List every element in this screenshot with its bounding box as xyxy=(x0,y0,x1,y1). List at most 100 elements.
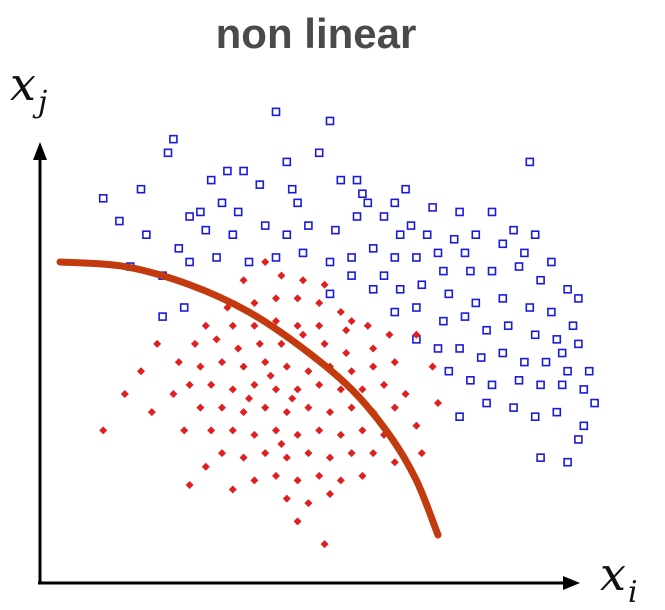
data-point-square xyxy=(444,366,454,376)
data-point-diamond xyxy=(417,449,426,458)
data-point-square xyxy=(498,348,508,358)
data-point-diamond xyxy=(255,339,264,348)
data-point-square xyxy=(390,253,400,262)
data-point-diamond xyxy=(326,408,334,417)
data-point-square xyxy=(352,212,362,221)
data-point-square xyxy=(185,212,194,221)
data-point-square xyxy=(509,225,518,235)
data-point-diamond xyxy=(207,426,216,435)
data-points xyxy=(98,107,599,549)
data-point-square xyxy=(233,207,243,217)
data-point-diamond xyxy=(369,344,378,353)
data-point-diamond xyxy=(293,476,302,485)
data-point-diamond xyxy=(390,458,399,467)
data-point-square xyxy=(314,148,324,158)
data-point-square xyxy=(412,303,421,312)
data-point-diamond xyxy=(239,453,248,462)
data-point-diamond xyxy=(293,385,302,394)
data-point-square xyxy=(347,253,356,262)
data-point-diamond xyxy=(315,298,324,307)
data-point-square xyxy=(363,198,373,208)
data-point-square xyxy=(482,325,491,335)
data-point-diamond xyxy=(272,426,280,435)
data-point-square xyxy=(239,166,248,176)
data-point-diamond xyxy=(228,385,237,394)
data-point-diamond xyxy=(266,371,275,380)
data-point-square xyxy=(358,189,367,199)
data-point-square xyxy=(206,175,216,185)
data-point-diamond xyxy=(120,389,129,398)
data-point-diamond xyxy=(412,421,421,430)
data-point-diamond xyxy=(347,403,356,412)
data-point-square xyxy=(282,230,292,239)
data-point-square xyxy=(509,403,518,412)
data-point-diamond xyxy=(347,367,356,376)
data-point-diamond xyxy=(169,389,178,398)
data-point-square xyxy=(325,116,335,126)
data-point-square xyxy=(530,230,540,239)
data-point-diamond xyxy=(272,471,280,480)
data-point-diamond xyxy=(336,476,345,485)
data-point-square xyxy=(255,180,265,189)
data-point-diamond xyxy=(239,276,248,285)
data-point-square xyxy=(368,244,378,253)
data-point-diamond xyxy=(228,485,237,494)
data-point-square xyxy=(466,266,475,276)
data-point-diamond xyxy=(282,408,291,417)
data-point-diamond xyxy=(299,276,307,285)
data-point-square xyxy=(503,321,513,331)
data-point-diamond xyxy=(358,471,367,480)
data-point-square xyxy=(293,198,302,208)
data-point-square xyxy=(439,266,448,276)
data-point-diamond xyxy=(218,449,226,458)
data-point-square xyxy=(455,412,464,422)
data-point-square xyxy=(590,398,599,408)
data-point-diamond xyxy=(347,317,356,326)
data-point-diamond xyxy=(288,394,297,403)
data-point-square xyxy=(379,271,389,280)
data-point-square xyxy=(444,289,454,299)
data-point-square xyxy=(574,339,583,349)
data-point-diamond xyxy=(293,321,302,330)
data-point-square xyxy=(395,284,405,294)
data-point-square xyxy=(223,166,232,176)
data-point-square xyxy=(401,184,410,194)
data-point-square xyxy=(439,316,448,326)
data-point-square xyxy=(514,375,524,385)
data-point-square xyxy=(536,275,545,285)
data-point-square xyxy=(395,230,405,239)
data-point-square xyxy=(547,257,556,267)
data-point-diamond xyxy=(315,426,324,435)
data-point-square xyxy=(433,344,443,353)
data-point-diamond xyxy=(234,344,243,353)
data-point-square xyxy=(390,307,400,317)
data-point-square xyxy=(460,312,470,321)
data-point-diamond xyxy=(272,294,280,303)
data-point-diamond xyxy=(304,499,313,508)
data-point-diamond xyxy=(228,321,237,330)
data-point-diamond xyxy=(347,449,356,458)
data-point-diamond xyxy=(358,426,367,435)
data-point-diamond xyxy=(250,321,259,330)
data-point-square xyxy=(557,348,567,358)
data-point-diamond xyxy=(250,298,259,307)
data-point-diamond xyxy=(99,426,108,435)
data-point-square xyxy=(271,107,281,117)
data-point-square xyxy=(174,244,184,253)
data-point-square xyxy=(536,380,545,390)
data-point-square xyxy=(563,457,572,467)
data-point-square xyxy=(412,253,421,262)
data-point-square xyxy=(228,230,238,239)
data-point-diamond xyxy=(326,453,334,462)
x-axis-arrow-icon xyxy=(563,576,580,590)
data-point-square xyxy=(212,253,221,262)
data-point-square xyxy=(455,344,464,353)
data-point-square xyxy=(115,216,124,226)
data-point-square xyxy=(98,194,108,203)
data-point-square xyxy=(379,212,389,221)
decision-boundary xyxy=(56,258,442,539)
data-point-square xyxy=(325,289,335,299)
data-point-diamond xyxy=(326,490,334,499)
data-point-diamond xyxy=(185,480,194,489)
data-point-square xyxy=(552,335,562,344)
